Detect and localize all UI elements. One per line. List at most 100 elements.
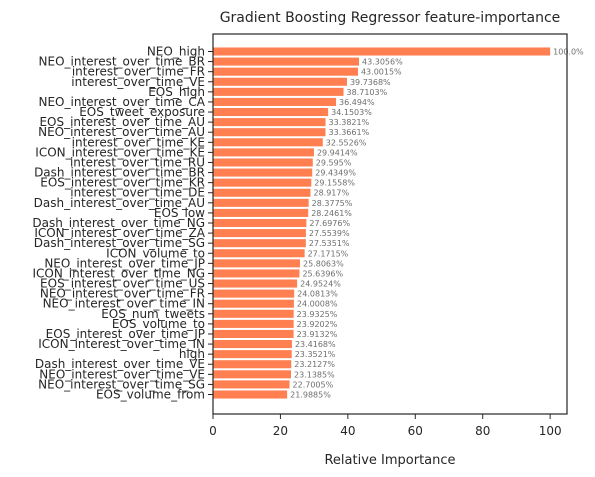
data-label: 23.2127%: [294, 360, 335, 369]
data-label: 34.1503%: [331, 108, 372, 117]
bar: [213, 158, 313, 167]
bar: [213, 350, 292, 359]
data-label: 29.4349%: [315, 169, 356, 178]
data-label: 24.0008%: [297, 300, 338, 309]
data-label: 28.2461%: [311, 209, 352, 218]
bar: [213, 87, 344, 96]
y-tick-label: Dash_interest_over_time_VE: [35, 357, 205, 371]
x-tick-label: 100: [539, 424, 562, 438]
bar: [213, 218, 307, 228]
y-tick-label: NEO_interest_over_time_FR: [40, 287, 205, 301]
bar: [213, 128, 326, 137]
data-label: 32.5526%: [326, 138, 367, 147]
y-tick-label: NEO_high: [147, 45, 205, 59]
bar: [213, 299, 294, 308]
data-label: 27.6976%: [309, 219, 350, 228]
y-tick-label: EOS_high: [148, 85, 205, 99]
bar: [213, 107, 329, 117]
bar: [213, 188, 311, 197]
x-tick-label: 0: [209, 424, 217, 438]
y-tick-label: EOS_volume_to: [112, 317, 205, 331]
bar: [213, 97, 337, 106]
y-tick-label: ICON_interest_over_time_ZA: [34, 226, 205, 240]
chart-title: Gradient Boosting Regressor feature-impo…: [220, 10, 561, 26]
data-label: 33.3821%: [329, 118, 370, 127]
y-tick-label: interest_over_time_FR: [72, 65, 205, 79]
bar: [213, 269, 300, 278]
data-label: 21.9885%: [290, 391, 331, 400]
y-tick-label: EOS_volume_from: [96, 388, 205, 402]
data-label: 23.3521%: [295, 350, 336, 359]
y-tick-label: EOS_interest_over_time_JP: [46, 327, 205, 341]
plot-frame: [212, 33, 568, 415]
data-label: 38.7103%: [347, 88, 388, 97]
bar: [213, 370, 292, 379]
data-label: 27.1715%: [308, 249, 349, 258]
data-label: 36.494%: [339, 98, 375, 107]
data-label: 24.9524%: [300, 280, 341, 289]
y-tick-label: EOS_interest_over_time_US: [40, 277, 205, 291]
y-tick-label: EOS_num_tweets: [101, 307, 205, 321]
y-tick-label: ICON_interest_over_time_KE: [35, 145, 205, 159]
y-tick-label: high: [179, 347, 205, 361]
x-axis-ticks: 0 20 40 60 80 100: [209, 414, 562, 438]
bar: [213, 239, 306, 248]
data-label: 29.1558%: [314, 179, 355, 188]
y-tick-label: NEO_interest_over_time_JP: [44, 256, 205, 270]
bar: [213, 279, 298, 288]
y-tick-label: EOS_interest_over_time_AU: [39, 115, 205, 129]
data-label: 25.8063%: [303, 259, 344, 268]
data-label: 23.4168%: [295, 340, 336, 349]
y-tick-label: interest_over_time_DE: [70, 186, 205, 200]
y-tick-label: interest_over_time_RU: [70, 155, 205, 169]
data-label: 23.1385%: [294, 370, 335, 379]
y-tick-label: NEO_interest_over_time_IN: [43, 297, 205, 311]
bar: [213, 340, 292, 349]
data-label: 22.7005%: [293, 380, 334, 389]
data-label: 43.0015%: [361, 68, 402, 77]
y-tick-label: Dash_interest_over_time_NG: [32, 216, 205, 230]
y-tick-label: NEO_interest_over_time_BR: [39, 55, 205, 69]
y-tick-label: NEO_interest_over_time_AU: [38, 125, 205, 139]
data-labels: 100.0% 43.3056%43.0015%39.7368%38.7103%36…: [290, 48, 584, 400]
y-tick-label: NEO_interest_over_time_VE: [39, 367, 205, 381]
bar: [213, 319, 294, 328]
y-tick-label: NEO_interest_over_time_CA: [39, 95, 206, 109]
bar: [213, 289, 295, 298]
y-tick-label: Dash_interest_over_time_SG: [34, 236, 205, 250]
bar: [213, 138, 323, 147]
x-tick-label: 80: [475, 424, 490, 438]
bar: [213, 148, 314, 157]
data-label: 27.5539%: [309, 229, 350, 238]
y-tick-label: Dash_interest_over_time_BR: [34, 166, 205, 180]
bar: [213, 229, 306, 238]
data-label: 28.917%: [313, 189, 349, 198]
bar: [213, 390, 288, 399]
bar: [213, 360, 292, 369]
data-label: 23.9202%: [297, 320, 338, 329]
y-tick-label: ICON_volume_to: [106, 246, 205, 260]
bar: [213, 249, 305, 258]
data-label: 23.9132%: [297, 330, 338, 339]
data-label: 25.6396%: [302, 269, 343, 278]
bar: [213, 329, 294, 339]
x-tick-label: 60: [408, 424, 423, 438]
data-label: 100.0%: [553, 48, 584, 57]
y-tick-label: EOS_low: [154, 206, 205, 220]
data-label: 39.7368%: [350, 78, 391, 87]
y-tick-label: NEO_interest_over_time_SG: [38, 377, 205, 391]
bar: [213, 178, 312, 187]
bar: [213, 168, 313, 177]
data-label: 23.9325%: [297, 310, 338, 319]
bar: [213, 67, 358, 76]
y-tick-label: Dash_interest_over_time_AU: [34, 196, 205, 210]
y-tick-label: interest_over_time_VE: [71, 75, 205, 89]
y-tick-labels: NEO_highNEO_interest_over_time_BRinteres…: [32, 45, 213, 402]
y-tick-label: EOS_interest_over_time_KR: [40, 176, 205, 190]
data-label: 29.595%: [316, 158, 352, 167]
y-tick-label: interest_over_time_KE: [72, 135, 205, 149]
data-label: 28.3775%: [312, 199, 353, 208]
bar: [213, 47, 551, 56]
